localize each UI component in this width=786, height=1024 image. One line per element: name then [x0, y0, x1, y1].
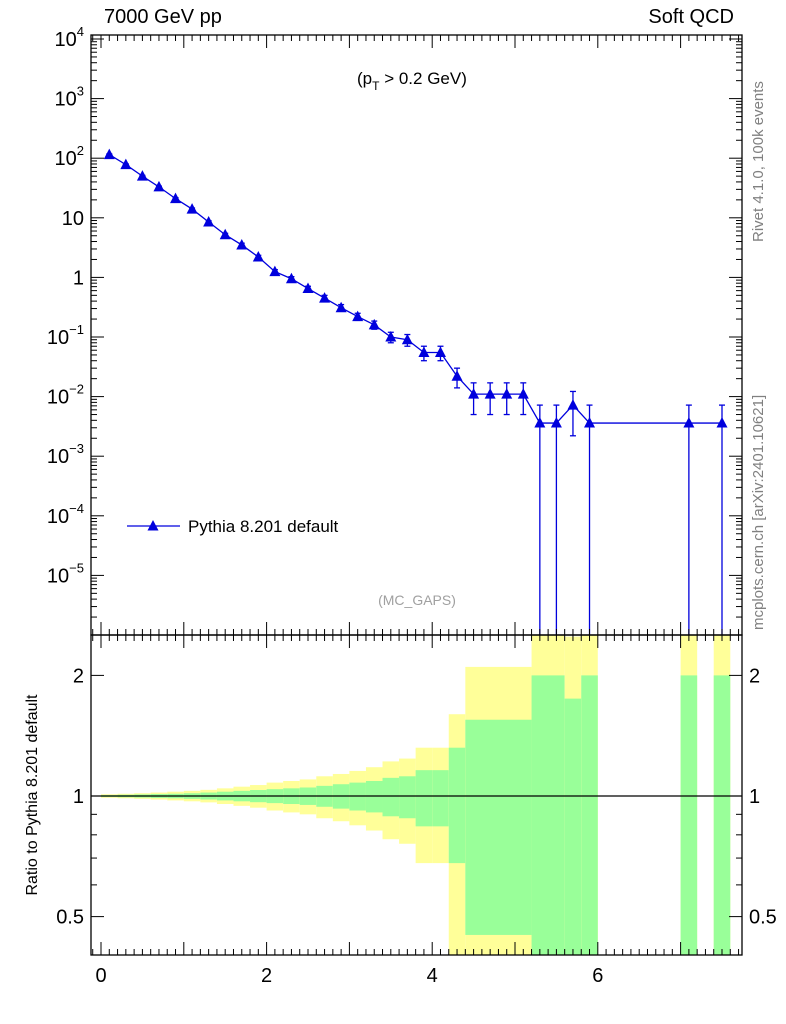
- x-tick-label: 6: [592, 965, 603, 987]
- ratio-band-inner: [581, 675, 598, 955]
- ratio-y-axis-label: Ratio to Pythia 8.201 default: [24, 694, 41, 896]
- analysis-watermark: (MC_GAPS): [378, 592, 456, 608]
- ratio-bands: [101, 635, 731, 955]
- data-point-marker: [468, 388, 480, 399]
- ratio-band-inner: [448, 747, 466, 864]
- data-point-marker: [534, 417, 546, 428]
- ratio-band-inner: [713, 675, 731, 955]
- y-tick-label-main: 10−1: [47, 322, 84, 349]
- data-point-marker: [285, 272, 297, 284]
- y-tick-label-main: 10: [62, 208, 84, 230]
- ratio-band-inner: [564, 698, 582, 955]
- series-line: [108, 154, 722, 424]
- data-point-marker: [451, 370, 463, 381]
- data-point-marker: [550, 417, 562, 428]
- legend-marker: [147, 520, 159, 531]
- data-point-marker: [501, 388, 513, 399]
- data-point-marker: [236, 238, 248, 250]
- y-tick-label-main: 103: [55, 84, 84, 111]
- main-y-ticks: [91, 38, 742, 636]
- y-tick-label-main: 10−5: [47, 560, 84, 587]
- data-point-marker: [584, 417, 596, 428]
- data-point-marker: [484, 388, 496, 399]
- ratio-band-inner: [680, 675, 698, 955]
- data-point-marker: [716, 417, 728, 428]
- data-point-marker: [385, 331, 397, 342]
- ratio-band-inner: [365, 781, 383, 813]
- data-point-marker: [153, 180, 165, 192]
- data-point-marker: [401, 333, 413, 345]
- header-left-title: 7000 GeV pp: [104, 6, 222, 28]
- ratio-y-tick-label-left: 2: [73, 665, 84, 687]
- ratio-band-inner: [465, 719, 532, 935]
- data-point-marker: [352, 310, 364, 322]
- ratio-band-inner: [399, 776, 416, 819]
- ratio-y-ticks: [91, 674, 742, 918]
- data-point-marker: [319, 292, 331, 303]
- ratio-y-tick-label-right: 1: [749, 786, 760, 808]
- ratio-y-tick-label-left: 0.5: [56, 907, 84, 929]
- data-point-marker: [103, 148, 115, 160]
- cut-annotation: (pT > 0.2 GeV): [357, 69, 467, 93]
- data-point-marker: [434, 346, 446, 357]
- y-tick-label-main: 10−2: [47, 382, 84, 409]
- data-point-marker: [683, 417, 695, 428]
- legend-label: Pythia 8.201 default: [188, 517, 339, 536]
- data-point-marker: [252, 250, 264, 262]
- ratio-y-tick-label-left: 1: [73, 786, 84, 808]
- data-point-marker: [186, 203, 198, 214]
- data-point-marker: [120, 158, 132, 170]
- y-tick-label-main: 104: [55, 24, 84, 51]
- x-tick-label: 0: [95, 965, 106, 987]
- y-tick-label-main: 1: [73, 267, 84, 289]
- header-right-title: Soft QCD: [648, 6, 734, 28]
- main-plot-frame: [90, 34, 743, 636]
- ratio-plot-frame: [90, 634, 743, 956]
- ratio-y-tick-label-right: 2: [749, 665, 760, 687]
- x-ticks: [92, 35, 740, 955]
- ratio-band-inner: [531, 675, 565, 955]
- data-point-marker: [517, 388, 529, 399]
- ratio-band-inner: [432, 770, 449, 827]
- x-tick-label: 4: [427, 965, 438, 987]
- y-tick-label-main: 10−4: [47, 501, 84, 528]
- data-point-marker: [269, 265, 281, 277]
- data-point-marker: [136, 170, 148, 181]
- y-tick-label-main: 102: [55, 143, 84, 170]
- ratio-band-inner: [415, 770, 433, 827]
- data-point-marker: [302, 282, 314, 294]
- data-point-marker: [219, 228, 231, 240]
- x-tick-label: 2: [261, 965, 272, 987]
- ratio-band-inner: [382, 777, 400, 817]
- ratio-y-tick-label-right: 0.5: [749, 907, 777, 929]
- data-point-marker: [567, 399, 579, 410]
- data-point-marker: [418, 346, 430, 357]
- data-point-marker: [170, 192, 182, 204]
- y-tick-label-main: 10−3: [47, 441, 84, 468]
- data-point-marker: [368, 318, 380, 330]
- data-point-marker: [335, 301, 347, 313]
- data-point-marker: [203, 216, 215, 227]
